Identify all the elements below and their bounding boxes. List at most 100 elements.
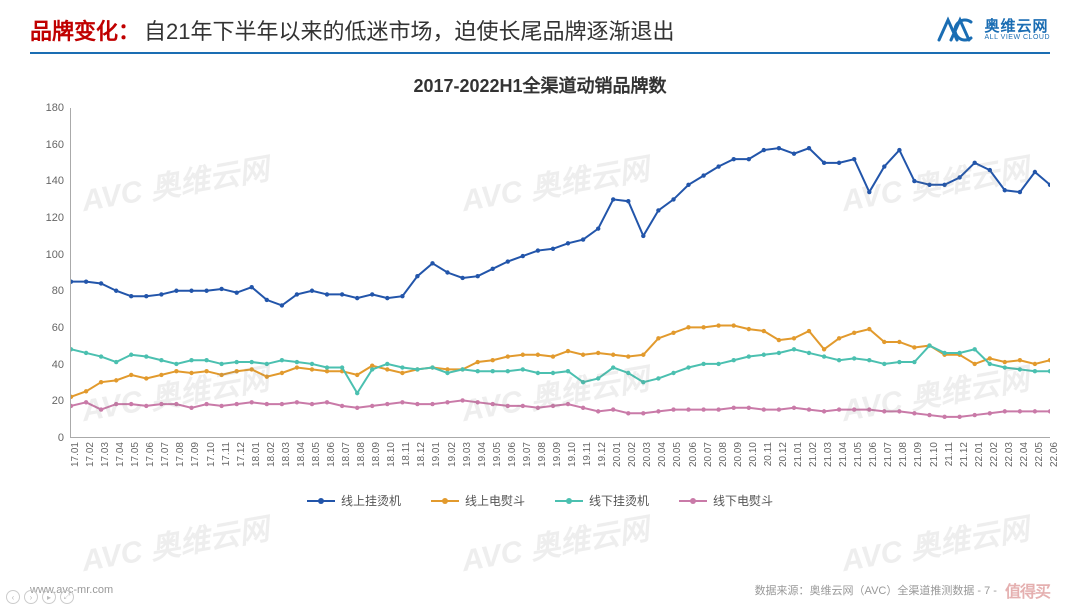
x-tick-label: 19.08: [537, 442, 548, 467]
series-marker: [521, 367, 525, 371]
series-marker: [144, 354, 148, 358]
series-marker: [566, 241, 570, 245]
series-marker: [1003, 188, 1007, 192]
series-marker: [295, 292, 299, 296]
legend-line-icon: [555, 500, 583, 502]
series-marker: [476, 274, 480, 278]
series-marker: [882, 362, 886, 366]
title-main: 自21年下半年以来的低迷市场，迫使长尾品牌逐渐退出: [144, 14, 674, 46]
x-tick-label: 21.12: [959, 442, 970, 467]
x-tick-label: 21.03: [823, 442, 834, 467]
series-marker: [400, 371, 404, 375]
series-marker: [521, 404, 525, 408]
series-marker: [1003, 409, 1007, 413]
x-tick-label: 18.05: [311, 442, 322, 467]
footer: www.avc-mr.com 数据来源：奥维云网（AVC）全渠道推测数据 - 7…: [30, 578, 1050, 602]
series-marker: [686, 325, 690, 329]
x-tick-label: 18.01: [251, 442, 262, 467]
series-marker: [536, 248, 540, 252]
logo-en-text: ALL VIEW CLOUD: [985, 34, 1050, 41]
y-tick-label: 0: [58, 432, 64, 444]
series-marker: [837, 161, 841, 165]
nav-play-icon[interactable]: ▸: [42, 590, 56, 604]
series-marker: [129, 402, 133, 406]
series-marker: [656, 208, 660, 212]
footer-source: 数据来源：奥维云网（AVC）全渠道推测数据 - 7 -: [755, 582, 997, 598]
series-marker: [1003, 360, 1007, 364]
series-marker: [626, 199, 630, 203]
series-marker: [400, 294, 404, 298]
series-marker: [716, 164, 720, 168]
series-marker: [1033, 409, 1037, 413]
series-marker: [265, 374, 269, 378]
series-marker: [250, 285, 254, 289]
series-marker: [174, 289, 178, 293]
series-marker: [476, 369, 480, 373]
series-marker: [942, 415, 946, 419]
x-tick-label: 20.11: [763, 442, 774, 466]
series-marker: [310, 402, 314, 406]
series-marker: [988, 356, 992, 360]
series-marker: [491, 402, 495, 406]
series-marker: [792, 151, 796, 155]
series-marker: [927, 183, 931, 187]
series-marker: [716, 362, 720, 366]
series-marker: [1033, 369, 1037, 373]
series-marker: [144, 294, 148, 298]
nav-prev-icon[interactable]: ‹: [6, 590, 20, 604]
series-marker: [762, 353, 766, 357]
legend-line-icon: [431, 500, 459, 502]
legend-line-icon: [679, 500, 707, 502]
x-tick-label: 21.04: [838, 442, 849, 467]
series-marker: [84, 351, 88, 355]
series-marker: [476, 360, 480, 364]
x-tick-label: 19.07: [522, 442, 533, 467]
series-marker: [506, 369, 510, 373]
series-marker: [71, 279, 73, 283]
x-tick-label: 20.01: [612, 442, 623, 467]
series-marker: [867, 190, 871, 194]
x-tick-label: 18.10: [386, 442, 397, 467]
series-marker: [927, 413, 931, 417]
x-tick-label: 19.02: [447, 442, 458, 467]
x-tick-label: 19.10: [567, 442, 578, 467]
series-marker: [641, 411, 645, 415]
x-tick-label: 17.08: [175, 442, 186, 467]
nav-next-icon[interactable]: ›: [24, 590, 38, 604]
series-marker: [762, 148, 766, 152]
logo-cn-text: 奥维云网: [985, 19, 1050, 34]
nav-expand-icon[interactable]: ⤢: [60, 590, 74, 604]
x-tick-label: 18.12: [416, 442, 427, 467]
series-marker: [521, 353, 525, 357]
series-marker: [370, 367, 374, 371]
x-tick-label: 17.10: [206, 442, 217, 467]
x-tick-label: 17.12: [236, 442, 247, 467]
series-marker: [732, 157, 736, 161]
series-marker: [807, 329, 811, 333]
series-marker: [219, 287, 223, 291]
series-marker: [912, 360, 916, 364]
series-marker: [701, 173, 705, 177]
series-marker: [701, 325, 705, 329]
x-tick-label: 20.08: [718, 442, 729, 467]
series-marker: [340, 404, 344, 408]
series-marker: [912, 345, 916, 349]
series-marker: [882, 340, 886, 344]
series-marker: [204, 402, 208, 406]
y-tick-label: 60: [52, 322, 64, 334]
series-marker: [385, 296, 389, 300]
series-marker: [370, 404, 374, 408]
chart-title: 2017-2022H1全渠道动销品牌数: [30, 72, 1050, 98]
series-marker: [415, 274, 419, 278]
series-marker: [310, 367, 314, 371]
series-marker: [822, 347, 826, 351]
series-marker: [822, 409, 826, 413]
series-marker: [385, 362, 389, 366]
chart-container: 2017-2022H1全渠道动销品牌数 02040608010012014016…: [0, 54, 1080, 509]
series-marker: [250, 360, 254, 364]
series-marker: [671, 331, 675, 335]
series-marker: [777, 338, 781, 342]
series-marker: [822, 354, 826, 358]
series-marker: [99, 380, 103, 384]
series-marker: [235, 360, 239, 364]
